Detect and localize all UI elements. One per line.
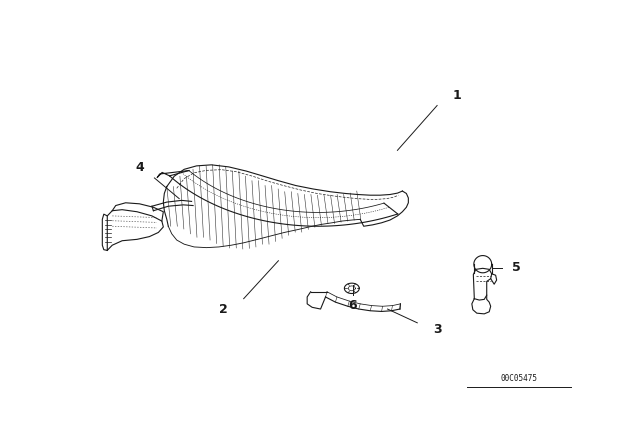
- Text: 4: 4: [135, 161, 144, 174]
- Text: 6: 6: [349, 299, 357, 312]
- Text: 5: 5: [512, 261, 521, 274]
- Text: 1: 1: [452, 89, 461, 102]
- Text: 3: 3: [433, 323, 442, 336]
- Text: 00C05475: 00C05475: [500, 374, 538, 383]
- Text: 2: 2: [220, 302, 228, 315]
